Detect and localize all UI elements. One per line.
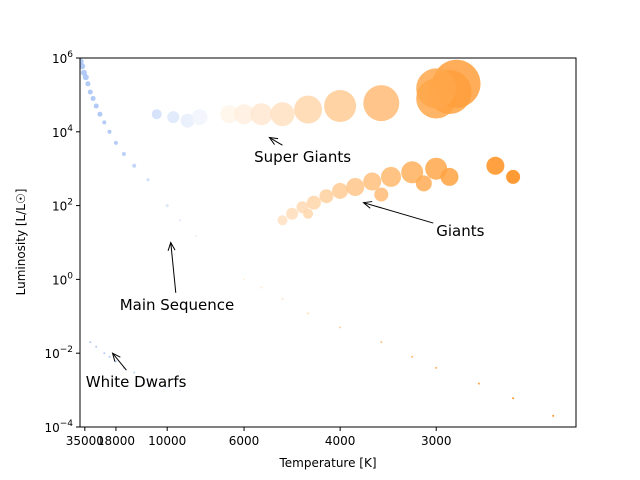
star-point (281, 297, 284, 300)
star-point (260, 286, 263, 289)
x-tick-label: 18000 (97, 434, 135, 448)
star-point (80, 58, 84, 65)
star-point (234, 104, 255, 125)
star-point (277, 215, 288, 226)
star-point (324, 90, 357, 122)
star-point (147, 378, 149, 380)
star-point (440, 167, 459, 186)
annotation-label: Main Sequence (120, 296, 235, 314)
x-tick-label: 10000 (148, 434, 186, 448)
x-tick-label: 4000 (325, 434, 356, 448)
star-point (215, 256, 218, 259)
star-point (85, 81, 91, 87)
scatter-points (80, 58, 555, 417)
star-point (95, 345, 98, 348)
star-point (306, 195, 321, 210)
y-tick-label: 102 (52, 198, 73, 214)
annotation-arrow (269, 137, 283, 146)
star-point (113, 140, 118, 145)
y-axis-label: Luminosity [L/L☉] (14, 189, 28, 296)
star-point (103, 352, 106, 355)
star-point (166, 386, 169, 389)
annotations: Super Giants Giants Main Sequence White Dwa… (86, 136, 485, 391)
star-point (307, 312, 310, 315)
star-point (102, 120, 107, 125)
star-point (435, 366, 438, 369)
star-point (114, 360, 117, 363)
star-point (363, 172, 382, 191)
y-tick-label: 106 (52, 50, 73, 66)
star-point (486, 156, 505, 175)
star-point (374, 187, 389, 202)
plot-frame (79, 57, 577, 428)
annotation-arrowhead (167, 241, 176, 251)
star-point (133, 371, 136, 374)
star-point (146, 178, 150, 182)
star-point (80, 63, 86, 70)
y-tick-label: 100 (52, 271, 73, 287)
y-tick-label: 10−4 (44, 419, 73, 435)
star-point (416, 68, 457, 109)
star-point (87, 89, 93, 95)
star-point (93, 103, 99, 109)
star-point (97, 111, 103, 117)
star-point (506, 169, 521, 184)
annotation-label: Giants (436, 222, 484, 240)
x-tick-label: 3000 (421, 434, 452, 448)
annotation-arrow (170, 242, 177, 293)
star-point (179, 389, 181, 392)
star-point (552, 414, 555, 417)
star-point (89, 341, 92, 344)
star-point (243, 278, 246, 281)
star-point (294, 95, 323, 124)
star-point (151, 109, 162, 120)
y-tick-label: 104 (52, 124, 73, 140)
annotation-label: Super Giants (254, 148, 351, 166)
x-axis-label: Temperature [K] (278, 456, 376, 470)
star-point (286, 207, 299, 220)
y-tick-label: 10−2 (44, 345, 73, 361)
annotation-arrow (112, 352, 127, 371)
annotation-arrowhead (111, 352, 121, 362)
star-point (107, 129, 112, 134)
star-point (167, 111, 180, 124)
star-point (82, 74, 89, 81)
star-point (303, 208, 314, 219)
x-tick-label: 6000 (229, 434, 260, 448)
star-point (363, 85, 400, 122)
star-point (346, 178, 365, 196)
star-point (194, 234, 198, 238)
annotation-arrow (363, 202, 434, 224)
annotation-arrowhead (268, 136, 279, 145)
star-point (108, 355, 111, 358)
star-point (339, 326, 342, 329)
star-point (411, 355, 414, 358)
star-point (332, 182, 349, 199)
star-point (165, 204, 169, 208)
star-point (90, 96, 96, 101)
annotation-arrowhead (362, 201, 373, 209)
star-point (477, 382, 480, 385)
annotation-label: White Dwarfs (86, 373, 187, 391)
star-point (381, 166, 401, 187)
star-point (208, 106, 225, 123)
star-point (415, 175, 432, 192)
star-point (401, 161, 424, 184)
star-point (220, 105, 239, 124)
star-point (132, 163, 137, 168)
star-point (250, 103, 273, 126)
star-point (80, 69, 87, 76)
star-point (270, 102, 295, 127)
star-point (380, 341, 383, 344)
star-point (121, 152, 126, 156)
star-point (180, 113, 195, 128)
star-point (178, 219, 182, 222)
x-tick-label: 35000 (66, 434, 104, 448)
star-point (191, 109, 208, 126)
star-point (319, 189, 334, 204)
star-point (512, 397, 515, 400)
